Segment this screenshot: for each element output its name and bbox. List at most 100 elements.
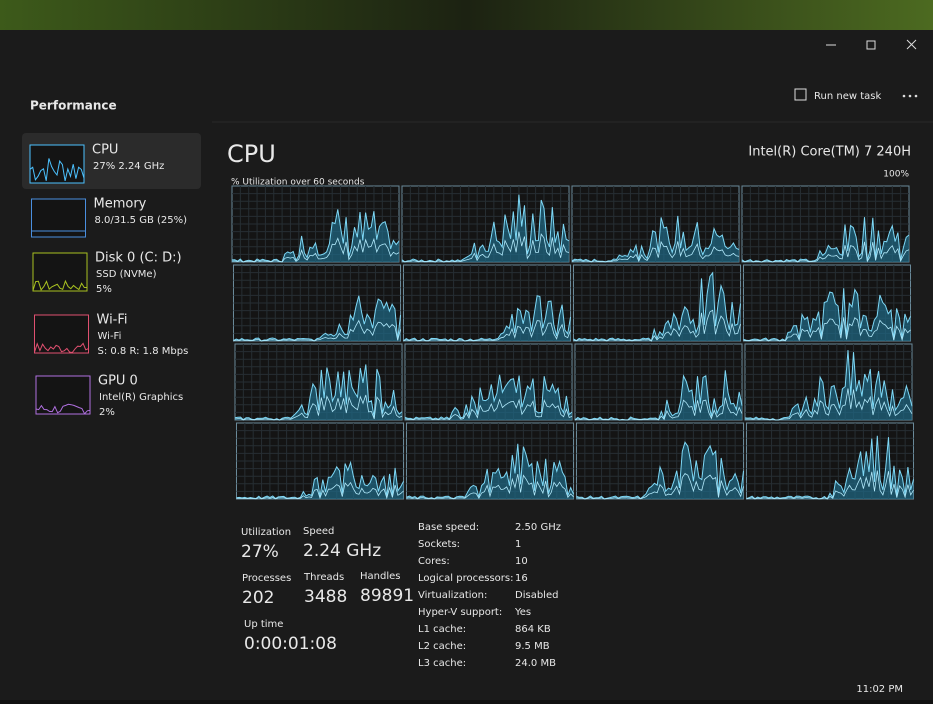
stat-value: 3488 bbox=[304, 587, 347, 607]
stat-value: 202 bbox=[242, 588, 274, 608]
graph-area bbox=[402, 194, 569, 262]
graph-area bbox=[573, 272, 741, 341]
item-name[interactable]: GPU 0 bbox=[98, 374, 138, 389]
item-detail: SSD (NVMe) bbox=[96, 269, 157, 280]
item-detail: 8.0/31.5 GB (25%) bbox=[95, 215, 188, 226]
cpu-core-graph bbox=[574, 343, 743, 421]
spec-value: 2.50 GHz bbox=[515, 522, 561, 533]
item-detail: 2% bbox=[99, 407, 115, 418]
graph-kernel-line bbox=[741, 241, 910, 263]
item-name[interactable]: Disk 0 (C: D:) bbox=[95, 251, 182, 266]
cpu-core-graph bbox=[743, 264, 911, 342]
graph-area bbox=[233, 295, 401, 341]
spec-label: Hyper-V support: bbox=[418, 607, 502, 618]
cpu-core-graph bbox=[404, 343, 573, 421]
cpu-core-graph bbox=[746, 422, 914, 500]
graph-kernel-line bbox=[233, 319, 401, 342]
graph-kernel-line bbox=[401, 231, 570, 263]
more-button[interactable] bbox=[902, 94, 918, 98]
graph-area bbox=[236, 462, 404, 499]
graph-line bbox=[573, 271, 741, 342]
graph-line bbox=[744, 350, 913, 421]
cpu-core-graph bbox=[406, 422, 574, 500]
spec-label: Sockets: bbox=[418, 539, 460, 550]
cpu-core-graph bbox=[231, 185, 400, 263]
cpu-core-graph bbox=[234, 343, 403, 421]
spec-value: Yes bbox=[514, 607, 531, 618]
cpu-core-graph bbox=[573, 264, 741, 342]
processor-name: Intel(R) Core(TM) 7 240H bbox=[748, 145, 911, 160]
maximize-button[interactable] bbox=[866, 40, 876, 50]
graph-area bbox=[572, 215, 739, 262]
graph-label: % Utilization over 60 seconds bbox=[231, 178, 365, 188]
graph-kernel-line bbox=[406, 474, 574, 500]
graph-line bbox=[401, 194, 570, 263]
graph-area bbox=[743, 288, 911, 341]
spec-value: 864 KB bbox=[515, 624, 551, 635]
graph-area bbox=[405, 374, 572, 420]
graph-area bbox=[235, 364, 402, 420]
graph-line bbox=[231, 209, 400, 263]
run-task-icon[interactable] bbox=[794, 88, 807, 101]
spec-label: Cores: bbox=[418, 556, 450, 567]
spec-value: Disabled bbox=[515, 590, 558, 601]
stat-label: Threads bbox=[303, 572, 344, 583]
item-name[interactable]: Wi-Fi bbox=[97, 313, 128, 328]
graph-kernel-line bbox=[403, 320, 571, 342]
close-button[interactable] bbox=[906, 39, 917, 50]
graph-kernel-line bbox=[746, 470, 914, 500]
spec-label: Logical processors: bbox=[418, 573, 513, 584]
graph-line bbox=[404, 374, 573, 420]
graph-area bbox=[745, 350, 912, 420]
graph-kernel-line bbox=[234, 394, 403, 421]
cpu-core-graph bbox=[403, 264, 571, 342]
graph-kernel-line bbox=[236, 481, 404, 500]
spec-value: 1 bbox=[515, 539, 521, 550]
cpu-core-graph bbox=[233, 264, 401, 342]
graph-kernel-line bbox=[231, 237, 400, 263]
cpu-core-graph bbox=[236, 422, 404, 500]
spec-label: L3 cache: bbox=[418, 658, 466, 669]
item-name[interactable]: CPU bbox=[92, 143, 118, 158]
spec-label: Base speed: bbox=[418, 522, 479, 533]
stat-value: 27% bbox=[241, 542, 279, 562]
cpu-core-graph bbox=[741, 185, 910, 263]
graph-area bbox=[746, 435, 914, 499]
spec-label: L1 cache: bbox=[418, 624, 466, 635]
spec-value: 16 bbox=[515, 573, 528, 584]
desktop-edge bbox=[0, 0, 933, 30]
run-new-task[interactable]: Run new task bbox=[814, 91, 881, 102]
item-detail: Intel(R) Graphics bbox=[99, 392, 183, 403]
item-detail: 5% bbox=[96, 284, 112, 295]
item-thumbnail bbox=[35, 375, 91, 415]
spec-value: 10 bbox=[515, 556, 528, 567]
thumbnail-line bbox=[35, 403, 91, 415]
graph-kernel-line bbox=[571, 240, 740, 263]
stat-value: 2.24 GHz bbox=[303, 541, 381, 561]
main-title: CPU bbox=[227, 140, 276, 168]
thumbnail-line bbox=[29, 158, 85, 182]
cpu-core-graph bbox=[401, 185, 570, 263]
thumbnail-line bbox=[34, 342, 89, 354]
graph-kernel-line bbox=[404, 398, 573, 421]
item-name[interactable]: Memory bbox=[94, 197, 147, 212]
clock: 11:02 PM bbox=[856, 684, 903, 695]
stat-value: 0:00:01:08 bbox=[244, 634, 337, 654]
stat-label: Utilization bbox=[241, 527, 291, 538]
stat-label: Handles bbox=[360, 571, 400, 582]
graph-area bbox=[232, 209, 399, 262]
item-thumbnail bbox=[34, 314, 89, 354]
graph-line bbox=[571, 215, 740, 263]
thumbnail-line bbox=[32, 279, 87, 291]
graph-area bbox=[576, 442, 744, 499]
graph-max: 100% bbox=[883, 170, 909, 180]
graph-kernel-line bbox=[574, 397, 743, 421]
spec-label: Virtualization: bbox=[418, 590, 487, 601]
graph-kernel-line bbox=[576, 472, 744, 500]
stat-label: Speed bbox=[303, 526, 334, 537]
graph-kernel-line bbox=[573, 309, 741, 342]
item-thumbnail bbox=[32, 252, 88, 292]
graph-line bbox=[743, 288, 911, 342]
cpu-core-graph bbox=[576, 422, 744, 500]
stat-label: Processes bbox=[242, 573, 291, 584]
